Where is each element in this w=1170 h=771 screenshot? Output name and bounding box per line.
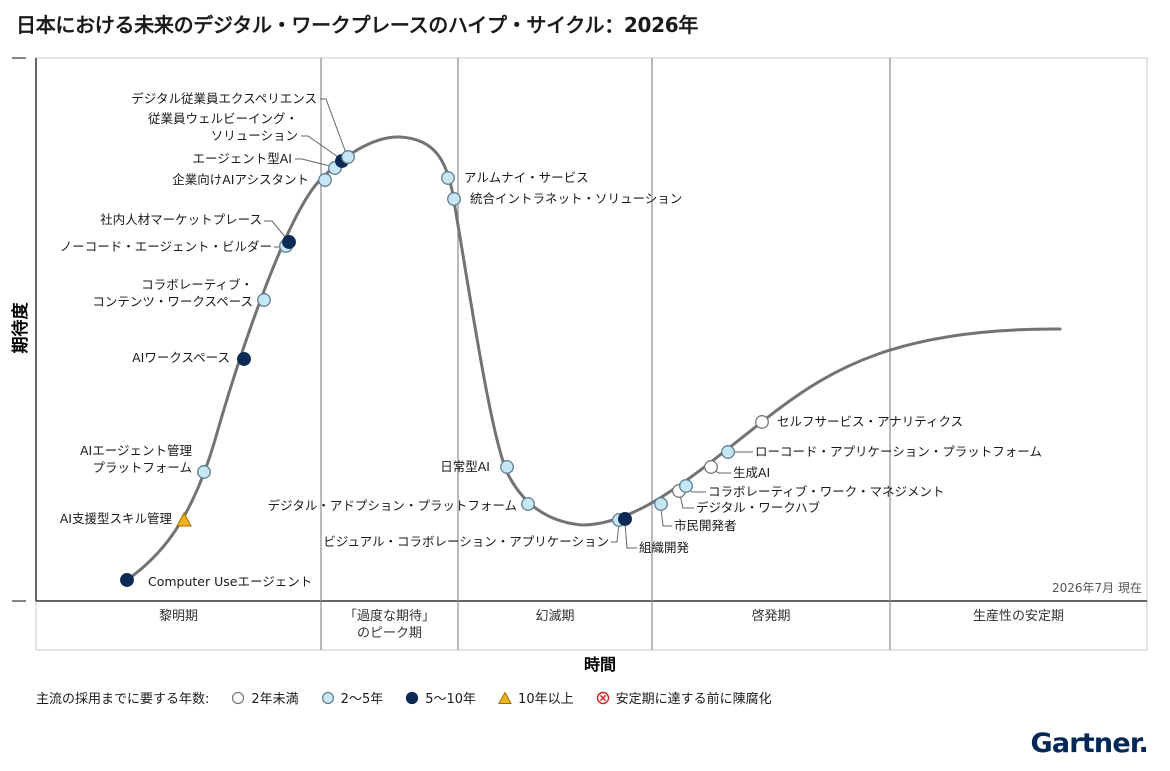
label-tech-4: コラボレーティブ・コンテンツ・ワークスペース — [92, 277, 253, 309]
label-tech-8: エージェント型AI — [193, 151, 293, 166]
leader-line — [295, 158, 331, 167]
legend-label: 安定期に達する前に陳腐化 — [615, 692, 772, 707]
marker-tech-4 — [257, 293, 271, 307]
white-circle-icon — [232, 691, 245, 704]
label-tech-22: セルフサービス・アナリティクス — [777, 414, 963, 429]
legend-item-5to10: 5～10年 — [405, 688, 476, 707]
marker-tech-0 — [120, 573, 134, 587]
x-circle-icon — [596, 691, 609, 704]
marker-tech-13 — [500, 460, 514, 474]
label-tech-20: 生成AI — [733, 465, 770, 480]
leader-line — [679, 494, 694, 509]
legend-label: 10年以上 — [518, 692, 574, 707]
label-tech-9: 従業員ウェルビーイング・ソリューション — [148, 111, 298, 143]
leader-line — [624, 522, 637, 549]
marker-tech-20 — [704, 460, 718, 474]
phase-label: 黎明期 — [159, 609, 198, 624]
marker-tech-16 — [618, 512, 632, 526]
technology-labels: Computer Useエージェント AI支援型スキル管理 AIエージェント管理プラ… — [60, 91, 1042, 589]
marker-tech-1 — [176, 511, 192, 527]
marker-tech-11 — [441, 171, 455, 185]
legend-item-obsolete: 安定期に達する前に陳腐化 — [596, 688, 772, 707]
technology-markers — [120, 150, 769, 587]
label-tech-10: デジタル従業員エクスペリエンス — [131, 91, 317, 106]
label-tech-18: デジタル・ワークハブ — [696, 500, 821, 515]
legend-label: 2年未満 — [251, 692, 299, 707]
legend-item-2to5: 2～5年 — [321, 688, 384, 707]
marker-tech-3 — [237, 352, 251, 366]
legend-label: 2～5年 — [340, 692, 384, 707]
as-of-date: 2026年7月 現在 — [1052, 581, 1142, 595]
phase-dividers — [320, 58, 891, 650]
marker-tech-14 — [521, 497, 535, 511]
legend-item-under2: 2年未満 — [231, 688, 299, 707]
label-tech-1: AI支援型スキル管理 — [60, 511, 173, 526]
label-tech-12: 統合イントラネット・ソリューション — [470, 191, 682, 206]
legend: 主流の採用までに要する年数: 2年未満 2～5年 5～10年 10年以上 安定期… — [36, 688, 772, 707]
marker-tech-12 — [447, 192, 461, 206]
phase-label: 幻滅期 — [535, 609, 574, 624]
phase-label: 生産性の安定期 — [973, 608, 1064, 624]
label-tech-17: 市民開発者 — [674, 518, 737, 533]
x-axis-label: 時間 — [584, 655, 616, 674]
label-tech-19: コラボレーティブ・ワーク・マネジメント — [708, 484, 945, 499]
label-tech-21: ローコード・アプリケーション・プラットフォーム — [755, 444, 1042, 459]
phase-label: 「過度な期待」のピーク期 — [344, 608, 435, 641]
label-tech-3: AIワークスペース — [132, 350, 230, 365]
label-tech-13: 日常型AI — [440, 459, 490, 474]
marker-tech-21 — [721, 445, 735, 459]
marker-tech-7 — [318, 173, 332, 187]
leader-line — [611, 522, 620, 543]
label-tech-5: ノーコード・エージェント・ビルダー — [60, 239, 272, 254]
label-tech-14: デジタル・アドプション・プラットフォーム — [268, 498, 517, 513]
phase-label: 啓発期 — [751, 609, 790, 624]
leader-line — [264, 220, 287, 239]
label-tech-11: アルムナイ・サービス — [464, 170, 589, 185]
plot-area — [35, 57, 1148, 602]
leader-line — [320, 98, 347, 154]
gartner-logo: Gartner. — [1030, 728, 1149, 759]
plot-frame — [12, 57, 1148, 651]
legend-label: 5～10年 — [425, 692, 477, 707]
marker-tech-2 — [197, 465, 211, 479]
y-axis-label: 期待度 — [10, 302, 31, 354]
label-tech-16: 組織開発 — [639, 540, 690, 555]
leader-line — [660, 507, 672, 527]
marker-tech-10 — [341, 150, 355, 164]
lightblue-circle-icon — [321, 691, 334, 704]
marker-tech-22 — [755, 415, 769, 429]
label-tech-15: ビジュアル・コラボレーション・アプリケーション — [323, 534, 609, 549]
label-tech-7: 企業向けAIアシスタント — [172, 172, 309, 187]
marker-tech-17 — [654, 497, 668, 511]
phase-labels: 黎明期 「過度な期待」のピーク期 幻滅期 啓発期 生産性の安定期 — [159, 608, 1064, 641]
label-tech-2: AIエージェント管理プラットフォーム — [80, 443, 192, 475]
marker-tech-19 — [679, 479, 693, 493]
leader-line — [301, 135, 339, 158]
chart-title: 日本における未来のデジタル・ワークプレースのハイプ・サイクル：2026年 — [16, 13, 699, 37]
amber-triangle-icon — [498, 690, 512, 704]
legend-item-over10: 10年以上 — [498, 688, 574, 707]
legend-title: 主流の採用までに要する年数: — [36, 692, 210, 707]
label-tech-6: 社内人材マーケットプレース — [100, 212, 262, 227]
label-tech-0: Computer Useエージェント — [148, 574, 312, 589]
navy-circle-icon — [406, 691, 419, 704]
marker-tech-6 — [282, 235, 296, 249]
